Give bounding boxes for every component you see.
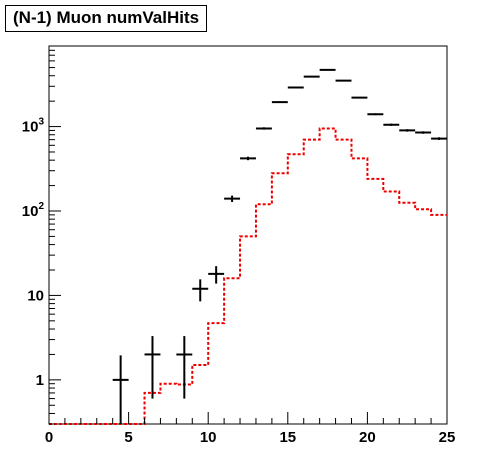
data-point-17	[415, 131, 432, 134]
data-point-8	[271, 101, 288, 104]
y-tick-label: 1	[36, 372, 44, 389]
red-step-series	[49, 127, 447, 425]
chart-title: (N-1) Muon numValHits	[5, 5, 208, 32]
data-point-11	[319, 68, 336, 71]
data-point-10	[303, 75, 320, 78]
x-tick-label: 15	[279, 429, 296, 446]
y-tick-label: 103	[22, 117, 45, 136]
y-tick-label: 102	[22, 201, 45, 220]
data-point-0	[112, 355, 129, 424]
x-tick-label: 10	[200, 429, 217, 446]
x-tick-label: 20	[359, 429, 376, 446]
y-tick-label: 10	[27, 287, 44, 304]
data-point-12	[335, 79, 352, 82]
data-point-16	[399, 129, 416, 132]
data-point-13	[351, 96, 368, 99]
data-point-5	[224, 195, 241, 202]
data-point-2	[176, 336, 193, 399]
data-point-3	[192, 279, 209, 302]
plot-frame	[48, 45, 448, 425]
data-point-18	[431, 137, 447, 141]
data-point-15	[383, 123, 400, 126]
y-axis: 1 10 102 103	[22, 45, 61, 425]
red-step-line	[49, 127, 447, 425]
x-axis: 0 5 10 15 20 25	[45, 412, 456, 446]
data-point-7	[255, 127, 272, 130]
data-points-series	[112, 68, 447, 424]
x-tick-label: 5	[124, 429, 132, 446]
data-point-6	[240, 156, 256, 161]
x-tick-label: 0	[45, 429, 53, 446]
x-tick-label: 25	[439, 429, 456, 446]
data-point-4	[208, 266, 225, 284]
data-point-14	[367, 113, 384, 116]
data-point-9	[287, 86, 304, 89]
data-point-1	[144, 336, 161, 399]
